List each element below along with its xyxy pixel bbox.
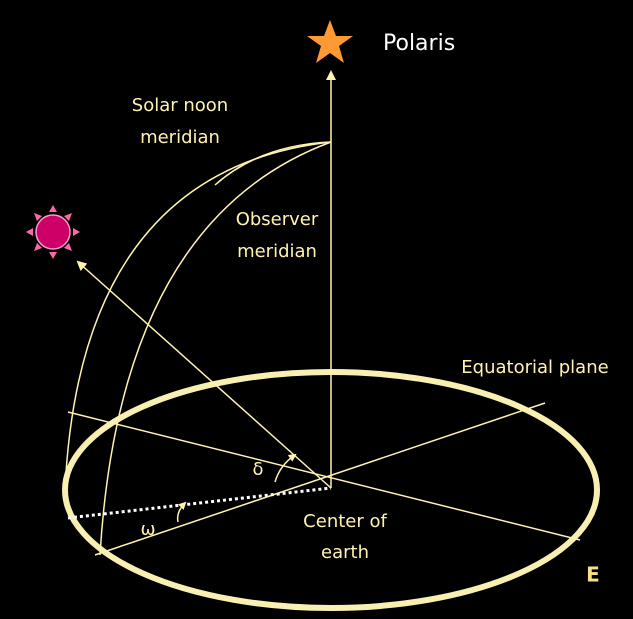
delta-arrow [274, 453, 297, 483]
east-label: E [586, 563, 600, 587]
center-label: Center of [303, 511, 387, 532]
omega-arrow [176, 501, 187, 523]
solar-noon-label: Solar noon [132, 95, 228, 116]
observer-label: meridian [237, 241, 317, 262]
plane-line [67, 411, 581, 541]
star-icon [307, 20, 353, 63]
meridian-top [214, 141, 332, 186]
observer-label: Observer [236, 209, 319, 230]
delta-label: δ [252, 459, 263, 480]
solar-noon-arc [64, 141, 332, 491]
sun-icon [26, 205, 80, 259]
omega-label: ω [140, 519, 155, 540]
sun-ray [76, 260, 332, 489]
equatorial-label: Equatorial plane [461, 357, 608, 378]
dotted-line [67, 486, 332, 520]
center-label: earth [321, 542, 369, 563]
solar-noon-label: meridian [140, 127, 220, 148]
polaris-label: Polaris [383, 31, 455, 56]
observer-arc [99, 141, 332, 556]
